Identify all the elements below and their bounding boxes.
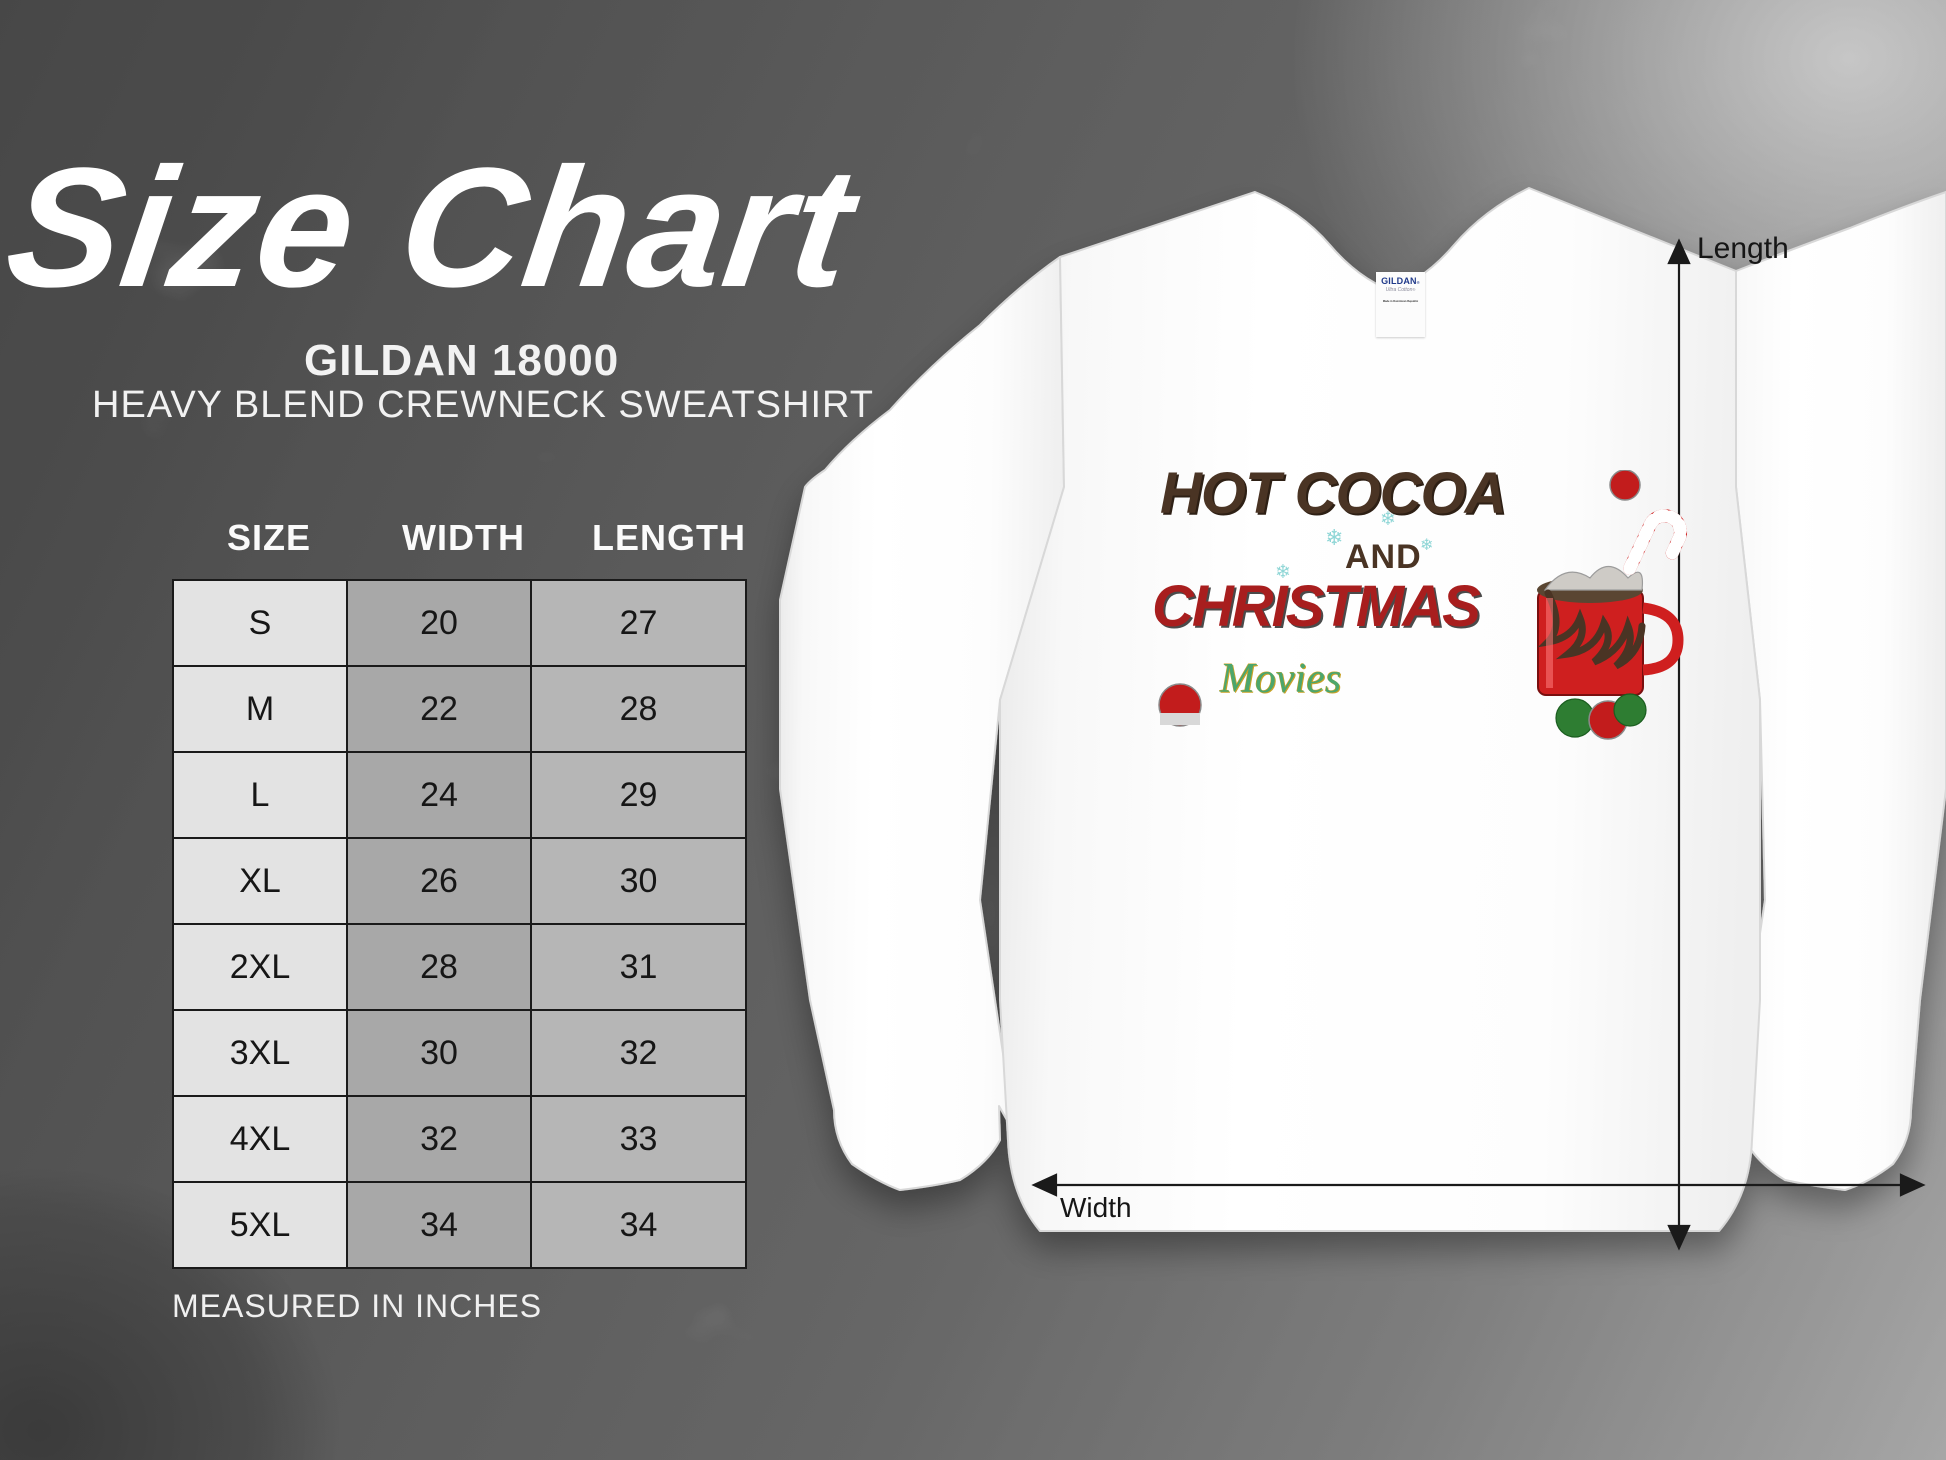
svg-text:❄: ❄: [1380, 509, 1396, 530]
svg-text:❄: ❄: [1420, 537, 1433, 554]
svg-text:❄: ❄: [1275, 562, 1291, 583]
svg-text:❄: ❄: [1325, 525, 1343, 550]
